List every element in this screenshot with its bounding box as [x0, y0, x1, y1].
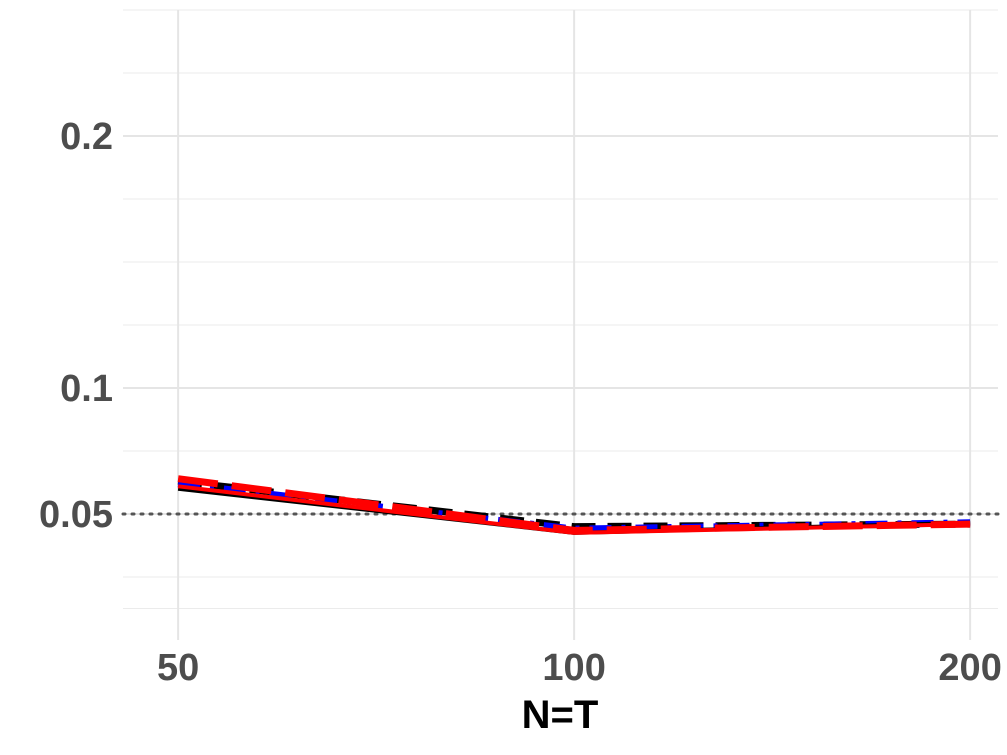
x-tick-label: 50 [157, 647, 199, 689]
y-tick-label: 0.05 [39, 494, 113, 536]
y-tick-labels: 0.05 0.1 0.2 [39, 116, 113, 536]
x-tick-labels: 50 100 200 [157, 647, 1002, 689]
x-tick-label: 200 [938, 647, 1001, 689]
grid-major [123, 10, 998, 640]
series-line-5 [177, 484, 971, 535]
y-tick-label: 0.1 [60, 368, 113, 410]
grid-minor [123, 9, 998, 609]
series-layer [177, 475, 971, 535]
y-tick-label: 0.2 [60, 116, 113, 158]
x-tick-label: 100 [542, 647, 605, 689]
x-axis-title: N=T [522, 693, 599, 737]
